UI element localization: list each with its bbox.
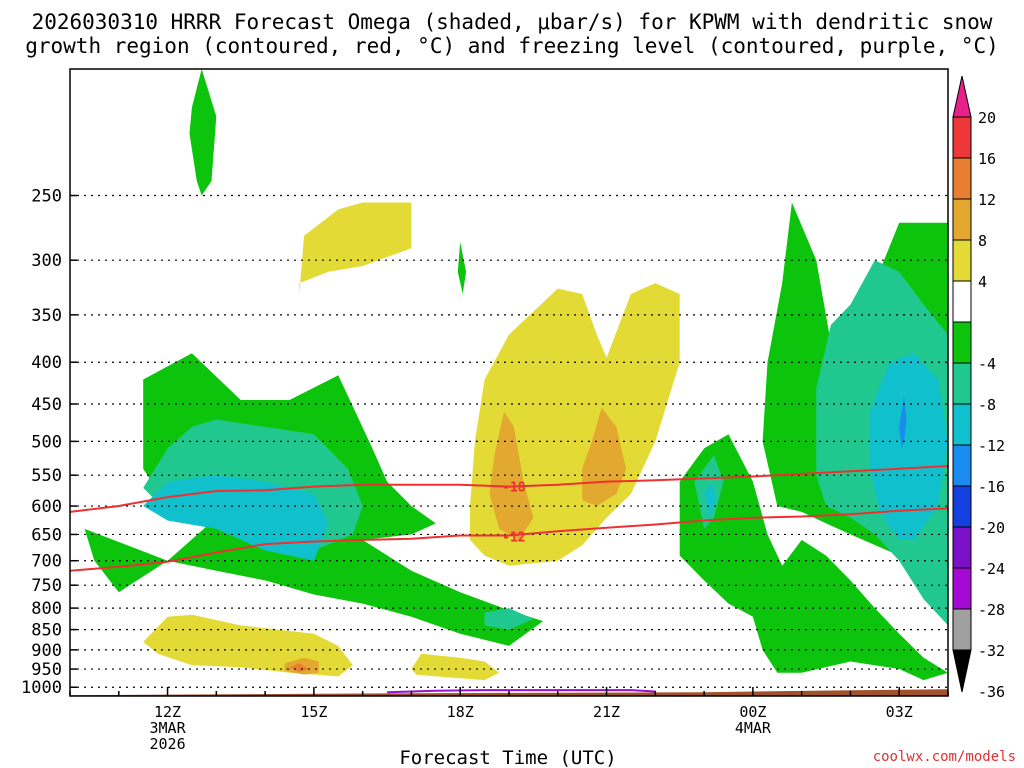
colorbar-bottom-arrow	[952, 649, 972, 693]
y-tick-label-1000: 1000	[21, 678, 62, 698]
chart-title-line-1: 2026030310 HRRR Forecast Omega (shaded, …	[31, 10, 993, 34]
omega-region-2	[189, 69, 217, 196]
credit-text: coolwx.com/models	[873, 749, 1016, 765]
colorbar-bin-4	[952, 280, 972, 323]
colorbar-bin-3	[952, 239, 972, 282]
colorbar-bin-12	[952, 608, 972, 651]
contour-lines: -18 -12	[70, 465, 948, 694]
colorbar-label-12: -32	[978, 642, 1005, 660]
contour-label-0: -18	[502, 481, 526, 496]
terrain-fill	[70, 689, 948, 696]
contour-label-1: -12	[502, 531, 525, 546]
colorbar-bin-10	[952, 526, 972, 569]
colorbar-bin-8	[952, 444, 972, 487]
y-tick-label-850: 850	[31, 621, 62, 641]
x-tick-label-0-0: 12Z	[154, 703, 181, 721]
colorbar-top-arrow	[952, 75, 972, 118]
omega-shading	[84, 69, 948, 681]
y-tick-label-800: 800	[31, 599, 62, 619]
y-tick-label-450: 450	[31, 395, 62, 415]
colorbar-bin-9	[952, 485, 972, 528]
contour-line-2	[387, 689, 656, 694]
contour-line-1	[70, 507, 948, 572]
y-tick-label-500: 500	[31, 432, 62, 452]
y-tick-label-650: 650	[31, 525, 62, 545]
terrain-ground	[70, 689, 948, 696]
y-tick-label-700: 700	[31, 552, 62, 572]
omega-region-11	[870, 353, 948, 540]
colorbar-bin-0	[952, 116, 972, 159]
omega-region-3	[457, 242, 467, 294]
y-tick-label-550: 550	[31, 466, 62, 486]
x-tick-label-6-0: 18Z	[447, 703, 474, 721]
colorbar-label-2: 12	[978, 191, 996, 209]
colorbar-label-6: -8	[978, 396, 996, 414]
omega-region-21	[289, 663, 309, 672]
y-tick-label-350: 350	[31, 306, 62, 326]
colorbar-bin-7	[952, 403, 972, 446]
chart-title-line-2: growth region (contoured, red, °C) and f…	[25, 34, 999, 58]
x-tick-label-3-0: 15Z	[300, 703, 327, 721]
colorbar-label-11: -28	[978, 601, 1005, 619]
omega-region-10	[143, 475, 329, 561]
contour-line-0	[70, 465, 948, 513]
colorbar-bin-11	[952, 567, 972, 610]
x-tick-label-0-2: 2026	[149, 735, 185, 753]
y-tick-label-750: 750	[31, 576, 62, 596]
colorbar-label-5: -4	[978, 355, 996, 373]
x-axis-label: Forecast Time (UTC)	[399, 747, 616, 768]
colorbar-label-7: -12	[978, 437, 1005, 455]
x-tick-label-15-0: 03Z	[886, 703, 913, 721]
y-tick-label-600: 600	[31, 497, 62, 517]
y-tick-label-900: 900	[31, 641, 62, 661]
omega-region-7	[484, 608, 534, 630]
x-tick-label-12-0: 00Z	[739, 703, 766, 721]
colorbar-label-10: -24	[978, 560, 1005, 578]
colorbar-label-3: 8	[978, 232, 987, 250]
colorbar-bin-2	[952, 198, 972, 241]
colorbar-label-9: -20	[978, 519, 1005, 537]
omega-region-0	[84, 506, 544, 646]
omega-region-12	[704, 481, 717, 518]
colorbar-label-8: -16	[978, 478, 1005, 496]
omega-region-17	[411, 653, 500, 681]
colorbar-label-13: -36	[978, 683, 1005, 701]
omega-region-18	[489, 411, 534, 540]
y-tick-label-950: 950	[31, 660, 62, 680]
omega-region-14	[299, 202, 412, 294]
y-tick-label-300: 300	[31, 251, 62, 271]
colorbar-bin-5	[952, 321, 972, 364]
colorbar-bin-1	[952, 157, 972, 200]
y-axis-ticks: 2503003504004505005506006507007508008509…	[21, 187, 77, 698]
colorbar-label-0: 20	[978, 109, 996, 127]
x-tick-label-0-1: 3MAR	[149, 719, 186, 737]
colorbar-bin-6	[952, 362, 972, 405]
y-tick-label-250: 250	[31, 187, 62, 207]
x-tick-label-12-1: 4MAR	[735, 719, 772, 737]
omega-region-13	[899, 396, 907, 449]
colorbar-label-4: 4	[978, 273, 987, 291]
y-tick-label-400: 400	[31, 353, 62, 373]
x-tick-label-9-0: 21Z	[593, 703, 620, 721]
colorbar-label-1: 16	[978, 150, 996, 168]
colorbar: 20 16 12 8 4 -4 -8 -12 -16 -20 -24 -28 -32 -36	[952, 75, 1005, 701]
omega-region-4	[679, 434, 948, 681]
